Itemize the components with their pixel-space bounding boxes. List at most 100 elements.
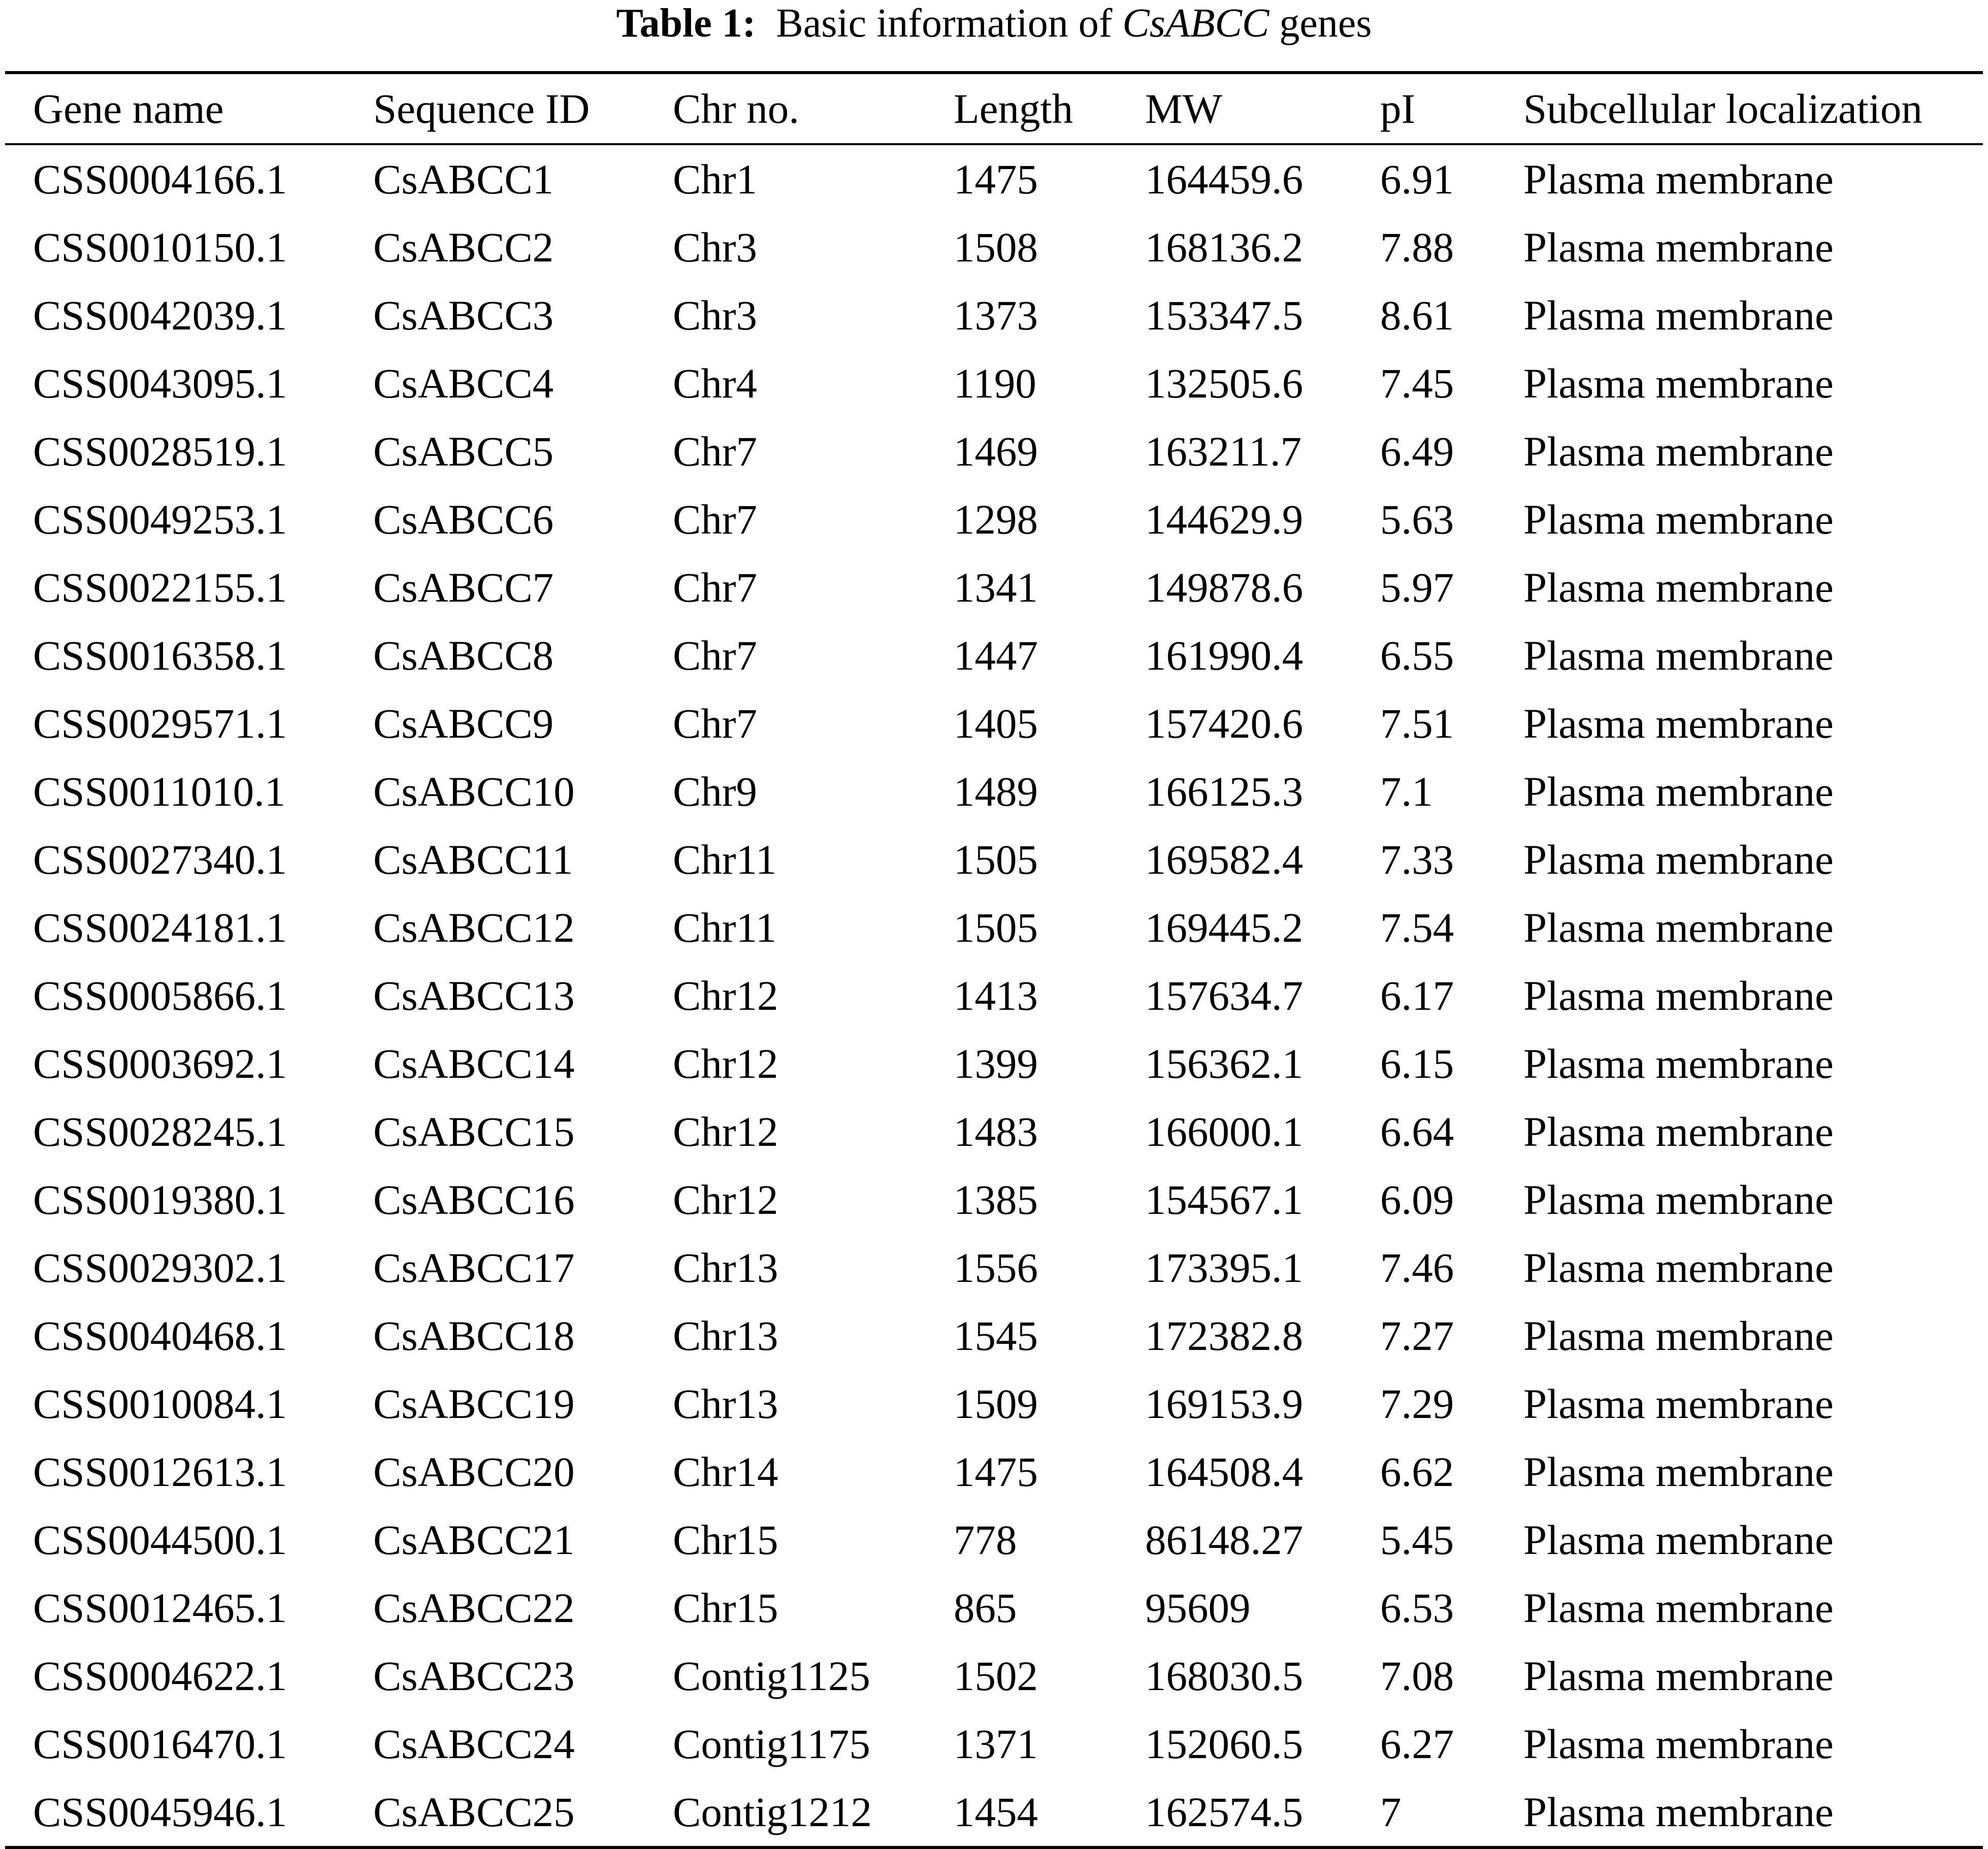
cell-sequence-id: CsABCC16: [373, 1176, 575, 1223]
cell-mw: 152060.5: [1145, 1721, 1303, 1767]
cell-mw: 169445.2: [1145, 904, 1303, 951]
table-row: CSS0016358.1 CsABCC8 Chr7 1447 161990.4 6.55 P…: [5, 621, 1983, 689]
cell-gene-name: CSS0027340.1: [33, 836, 287, 883]
cell-sequence-id: CsABCC23: [373, 1653, 575, 1699]
cell-chr-no: Chr3: [673, 292, 757, 339]
cell-subcellular-localization: Plasma membrane: [1523, 632, 1834, 679]
cell-chr-no: Chr4: [673, 360, 757, 407]
cell-subcellular-localization: Plasma membrane: [1523, 700, 1834, 747]
cell-sequence-id: CsABCC9: [373, 700, 554, 747]
cell-sequence-id: CsABCC5: [373, 428, 554, 475]
table-label: Table 1:: [616, 1, 756, 46]
cell-subcellular-localization: Plasma membrane: [1523, 836, 1834, 883]
cell-pi: 6.17: [1380, 972, 1454, 1019]
cell-gene-name: CSS0012465.1: [33, 1584, 287, 1631]
cell-chr-no: Chr15: [673, 1584, 778, 1631]
cell-length: 1373: [954, 292, 1038, 339]
cell-gene-name: CSS0004622.1: [33, 1653, 287, 1699]
cell-chr-no: Chr12: [673, 972, 778, 1019]
cell-length: 1545: [954, 1312, 1038, 1359]
table-row: CSS0010084.1 CsABCC19 Chr13 1509 169153.9 7.2…: [5, 1370, 1983, 1438]
cell-mw: 153347.5: [1145, 292, 1303, 339]
cell-gene-name: CSS0040468.1: [33, 1312, 287, 1359]
table-row: CSS0005866.1 CsABCC13 Chr12 1413 157634.7 6.1…: [5, 962, 1983, 1030]
cell-gene-name: CSS0012613.1: [33, 1448, 287, 1495]
cell-mw: 157420.6: [1145, 700, 1303, 747]
cell-pi: 7.1: [1380, 768, 1433, 815]
table-row: CSS0027340.1 CsABCC11 Chr11 1505 169582.4 7.3…: [5, 826, 1983, 894]
table-row: CSS0043095.1 CsABCC4 Chr4 1190 132505.6 7.45 P…: [5, 349, 1983, 417]
table-row: CSS0022155.1 CsABCC7 Chr7 1341 149878.6 5.97 P…: [5, 553, 1983, 621]
cell-mw: 157634.7: [1145, 972, 1303, 1019]
header-length: Length: [954, 85, 1073, 132]
cell-pi: 7.08: [1380, 1653, 1454, 1699]
cell-length: 1475: [954, 156, 1038, 203]
cell-chr-no: Chr7: [673, 564, 757, 611]
cell-subcellular-localization: Plasma membrane: [1523, 972, 1834, 1019]
cell-sequence-id: CsABCC24: [373, 1721, 575, 1767]
cell-chr-no: Contig1175: [673, 1721, 870, 1767]
caption-text: Basic information of: [776, 1, 1113, 46]
cell-chr-no: Chr12: [673, 1040, 778, 1087]
cell-length: 1508: [954, 224, 1038, 271]
cell-sequence-id: CsABCC8: [373, 632, 554, 679]
cell-pi: 5.45: [1380, 1516, 1454, 1563]
cell-subcellular-localization: Plasma membrane: [1523, 904, 1834, 951]
cell-chr-no: Chr3: [673, 224, 757, 271]
cell-pi: 6.15: [1380, 1040, 1454, 1087]
cell-length: 1489: [954, 768, 1038, 815]
cell-sequence-id: CsABCC3: [373, 292, 554, 339]
cell-gene-name: CSS0024181.1: [33, 904, 287, 951]
cell-sequence-id: CsABCC13: [373, 972, 575, 1019]
cell-gene-name: CSS0004166.1: [33, 156, 287, 203]
cell-chr-no: Contig1125: [673, 1653, 870, 1699]
cell-pi: 6.62: [1380, 1448, 1454, 1495]
cell-pi: 7.45: [1380, 360, 1454, 407]
cell-pi: 7.88: [1380, 224, 1454, 271]
cell-length: 1385: [954, 1176, 1038, 1223]
cell-length: 778: [954, 1516, 1017, 1563]
cell-length: 1413: [954, 972, 1038, 1019]
cell-subcellular-localization: Plasma membrane: [1523, 1448, 1834, 1495]
cell-mw: 168030.5: [1145, 1653, 1303, 1699]
cell-pi: 7.46: [1380, 1244, 1454, 1291]
cell-chr-no: Chr15: [673, 1516, 778, 1563]
cell-gene-name: CSS0028245.1: [33, 1108, 287, 1155]
cell-mw: 161990.4: [1145, 632, 1303, 679]
cell-mw: 168136.2: [1145, 224, 1303, 271]
cell-sequence-id: CsABCC17: [373, 1244, 575, 1291]
header-subcellular-localization: Subcellular localization: [1523, 85, 1922, 132]
cell-mw: 144629.9: [1145, 496, 1303, 543]
cell-sequence-id: CsABCC1: [373, 156, 554, 203]
cell-length: 1505: [954, 904, 1038, 951]
table-row: CSS0003692.1 CsABCC14 Chr12 1399 156362.1 6.1…: [5, 1030, 1983, 1098]
table-row: CSS0029302.1 CsABCC17 Chr13 1556 173395.1 7.4…: [5, 1234, 1983, 1302]
cell-chr-no: Chr1: [673, 156, 757, 203]
cell-subcellular-localization: Plasma membrane: [1523, 496, 1834, 543]
cell-gene-name: CSS0019380.1: [33, 1176, 287, 1223]
cell-subcellular-localization: Plasma membrane: [1523, 1789, 1834, 1835]
table-caption: Table 1: Basic information of CsABCC gen…: [0, 0, 1988, 47]
cell-mw: 156362.1: [1145, 1040, 1303, 1087]
cell-mw: 86148.27: [1145, 1516, 1303, 1563]
cell-subcellular-localization: Plasma membrane: [1523, 1516, 1834, 1563]
cell-sequence-id: CsABCC12: [373, 904, 575, 951]
table-row: CSS0049253.1 CsABCC6 Chr7 1298 144629.9 5.63 P…: [5, 485, 1983, 553]
cell-subcellular-localization: Plasma membrane: [1523, 1380, 1834, 1427]
cell-pi: 6.53: [1380, 1584, 1454, 1631]
table-row: CSS0012465.1 CsABCC22 Chr15 865 95609 6.53 Pla…: [5, 1574, 1983, 1642]
cell-pi: 6.27: [1380, 1721, 1454, 1767]
table-row: CSS0019380.1 CsABCC16 Chr12 1385 154567.1 6.0…: [5, 1166, 1983, 1234]
cell-gene-name: CSS0045946.1: [33, 1789, 287, 1835]
cell-chr-no: Chr7: [673, 428, 757, 475]
gene-info-table: Gene name Sequence ID Chr no. Length MW pI Sub…: [5, 71, 1983, 1849]
table-body: CSS0004166.1 CsABCC1 Chr1 1475 164459.6 6.91 P…: [5, 144, 1983, 1847]
cell-gene-name: CSS0029302.1: [33, 1244, 287, 1291]
cell-gene-name: CSS0022155.1: [33, 564, 287, 611]
cell-length: 1556: [954, 1244, 1038, 1291]
cell-chr-no: Chr7: [673, 700, 757, 747]
cell-sequence-id: CsABCC18: [373, 1312, 575, 1359]
cell-pi: 5.97: [1380, 564, 1454, 611]
cell-sequence-id: CsABCC22: [373, 1584, 575, 1631]
cell-length: 1190: [954, 360, 1036, 407]
